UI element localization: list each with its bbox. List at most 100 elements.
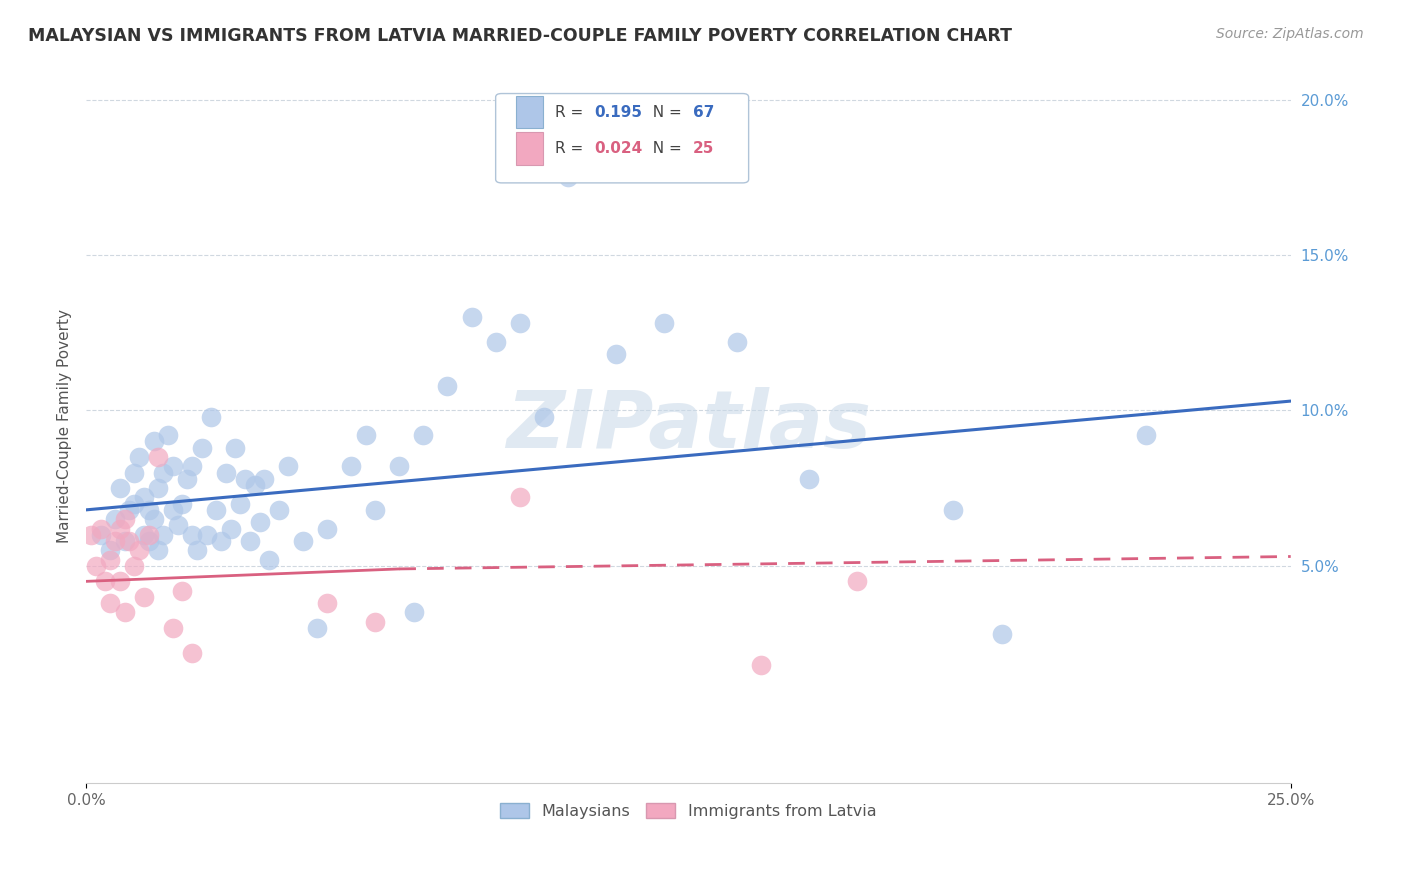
- Point: [108, 481, 131, 495]
- Point: [942, 503, 965, 517]
- Point: [224, 441, 246, 455]
- Point: [176, 472, 198, 486]
- Point: [162, 459, 184, 474]
- Point: [200, 409, 222, 424]
- Text: 25: 25: [693, 141, 714, 156]
- Point: [122, 466, 145, 480]
- Point: [98, 543, 121, 558]
- Point: [104, 512, 127, 526]
- Point: [257, 552, 280, 566]
- Text: 67: 67: [693, 104, 714, 120]
- Point: [209, 533, 232, 548]
- Point: [291, 533, 314, 548]
- Point: [108, 574, 131, 589]
- FancyBboxPatch shape: [516, 96, 543, 128]
- Point: [156, 428, 179, 442]
- Point: [797, 472, 820, 486]
- Point: [152, 527, 174, 541]
- Point: [605, 347, 627, 361]
- Point: [181, 646, 204, 660]
- Point: [267, 503, 290, 517]
- Text: N =: N =: [643, 104, 686, 120]
- Text: 0.024: 0.024: [595, 141, 643, 156]
- Point: [253, 472, 276, 486]
- FancyBboxPatch shape: [516, 132, 543, 164]
- Point: [138, 527, 160, 541]
- Point: [94, 574, 117, 589]
- Point: [128, 450, 150, 464]
- Point: [162, 503, 184, 517]
- Point: [142, 434, 165, 449]
- Point: [460, 310, 482, 325]
- Text: R =: R =: [555, 104, 588, 120]
- Point: [84, 558, 107, 573]
- Point: [249, 516, 271, 530]
- Y-axis label: Married-Couple Family Poverty: Married-Couple Family Poverty: [58, 309, 72, 543]
- Point: [166, 518, 188, 533]
- Point: [118, 533, 141, 548]
- Point: [195, 527, 218, 541]
- Point: [114, 606, 136, 620]
- Point: [98, 596, 121, 610]
- Text: ZIPatlas: ZIPatlas: [506, 387, 870, 465]
- Point: [114, 512, 136, 526]
- Point: [354, 428, 377, 442]
- Point: [364, 503, 387, 517]
- Point: [138, 533, 160, 548]
- Point: [239, 533, 262, 548]
- Point: [132, 491, 155, 505]
- Point: [557, 170, 579, 185]
- Text: MALAYSIAN VS IMMIGRANTS FROM LATVIA MARRIED-COUPLE FAMILY POVERTY CORRELATION CH: MALAYSIAN VS IMMIGRANTS FROM LATVIA MARR…: [28, 27, 1012, 45]
- Text: R =: R =: [555, 141, 588, 156]
- Point: [132, 590, 155, 604]
- Point: [215, 466, 238, 480]
- Point: [148, 481, 170, 495]
- Point: [725, 334, 748, 349]
- Text: 0.195: 0.195: [595, 104, 643, 120]
- Point: [148, 543, 170, 558]
- Point: [98, 552, 121, 566]
- Point: [402, 606, 425, 620]
- Point: [229, 497, 252, 511]
- Point: [509, 317, 531, 331]
- Point: [652, 317, 675, 331]
- Point: [162, 621, 184, 635]
- Point: [89, 527, 111, 541]
- Point: [114, 533, 136, 548]
- Point: [277, 459, 299, 474]
- Point: [138, 503, 160, 517]
- Point: [186, 543, 208, 558]
- Point: [172, 583, 194, 598]
- Point: [118, 503, 141, 517]
- Text: Source: ZipAtlas.com: Source: ZipAtlas.com: [1216, 27, 1364, 41]
- Point: [104, 533, 127, 548]
- Point: [307, 621, 329, 635]
- Point: [436, 378, 458, 392]
- Point: [190, 441, 212, 455]
- Point: [243, 478, 266, 492]
- Point: [233, 472, 256, 486]
- Point: [340, 459, 363, 474]
- Point: [316, 522, 339, 536]
- Point: [485, 334, 508, 349]
- Point: [364, 615, 387, 629]
- Point: [172, 497, 194, 511]
- FancyBboxPatch shape: [496, 94, 748, 183]
- Point: [80, 527, 103, 541]
- Point: [142, 512, 165, 526]
- Point: [533, 409, 555, 424]
- Point: [108, 522, 131, 536]
- Point: [990, 627, 1012, 641]
- Point: [89, 522, 111, 536]
- Point: [509, 491, 531, 505]
- Point: [122, 497, 145, 511]
- Point: [205, 503, 228, 517]
- Legend: Malaysians, Immigrants from Latvia: Malaysians, Immigrants from Latvia: [494, 797, 883, 825]
- Point: [412, 428, 434, 442]
- Point: [388, 459, 411, 474]
- Point: [1135, 428, 1157, 442]
- Point: [846, 574, 869, 589]
- Point: [316, 596, 339, 610]
- Point: [128, 543, 150, 558]
- Point: [122, 558, 145, 573]
